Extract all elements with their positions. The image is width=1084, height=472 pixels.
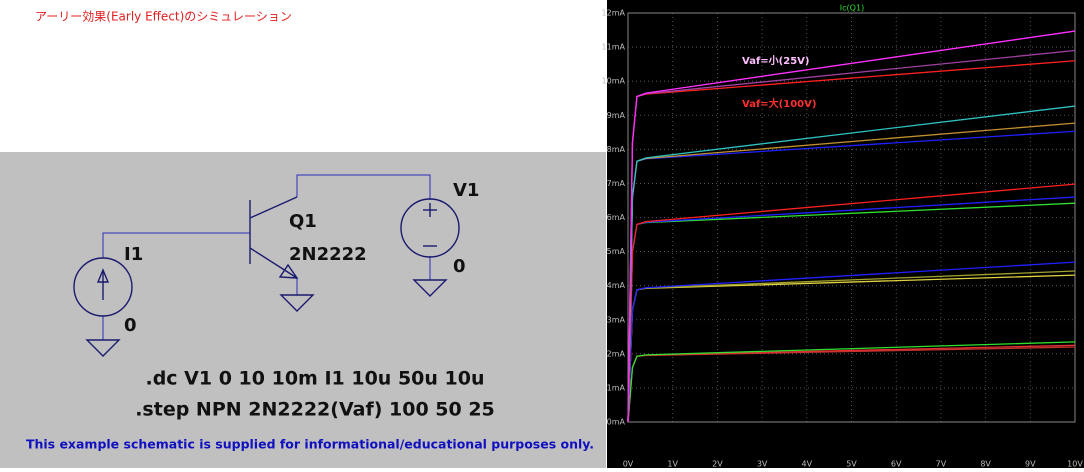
node-label: 0 [453, 256, 466, 277]
ground [279, 294, 315, 312]
voltage-source [400, 198, 460, 258]
plot-background [607, 0, 1084, 468]
plot-title: Ic(Q1) [840, 4, 864, 13]
annotation: Vaf=大(100V) [742, 97, 816, 110]
y-tick-label: 8mA [607, 145, 626, 154]
y-tick-label: 5mA [607, 247, 626, 256]
emitter-arrow [278, 263, 299, 279]
page-title: アーリー効果(Early Effect)のシミュレーション [35, 9, 292, 24]
curve [627, 183, 1076, 423]
x-tick-label: 6V [891, 460, 902, 469]
y-tick-label: 7mA [607, 179, 626, 188]
spice-directive: .step NPN 2N2222(Vaf) 100 50 25 [135, 399, 495, 421]
component-name: Q1 [289, 211, 317, 232]
x-tick-label: 7V [936, 460, 947, 469]
y-tick-label: 0mA [607, 418, 626, 427]
footer-note: This example schematic is supplied for i… [26, 437, 594, 452]
y-tick-label: 6mA [607, 213, 626, 222]
transistor-collector [249, 196, 298, 219]
ground [412, 279, 448, 297]
curve [627, 261, 1076, 423]
current-arrow-head [96, 268, 110, 283]
x-tick-label: 5V [846, 460, 857, 469]
y-tick-label: 1mA [607, 383, 626, 392]
x-tick-label: 4V [802, 460, 813, 469]
component-model: 2N2222 [289, 244, 367, 265]
x-tick-label: 8V [980, 460, 991, 469]
y-tick-label: 4mA [607, 281, 626, 290]
x-tick-label: 3V [757, 460, 768, 469]
y-tick-label: 11mA [602, 43, 626, 52]
y-tick-label: 12mA [602, 9, 626, 18]
transistor-emitter [249, 247, 298, 279]
y-tick-label: 10mA [602, 77, 626, 86]
component-name: V1 [453, 180, 479, 201]
current-source [73, 257, 133, 317]
curve [627, 30, 1076, 423]
x-tick-label: 10V [1067, 460, 1083, 469]
ground [85, 339, 121, 357]
y-tick-label: 9mA [607, 111, 626, 120]
curve [627, 341, 1076, 423]
node-label: 0 [124, 315, 137, 336]
y-tick-label: 2mA [607, 349, 626, 358]
x-tick-label: 9V [1025, 460, 1036, 469]
base-wire [102, 232, 250, 258]
component-name: I1 [124, 244, 143, 265]
collector-wire [296, 174, 431, 200]
spice-directive: .dc V1 0 10 10m I1 10u 50u 10u [145, 368, 484, 390]
x-tick-label: 2V [712, 460, 723, 469]
annotation: Vaf=小(25V) [742, 54, 809, 67]
plot-frame [627, 12, 1076, 423]
x-tick-label: 0V [623, 460, 634, 469]
schematic-background [0, 152, 606, 468]
plot: 0mA 1mA 2mA 3mA 4mA 5mA 6mA 7mA 8mA 9mA 10mA 11mA 12… [602, 9, 1084, 469]
y-tick-label: 3mA [607, 315, 626, 324]
x-tick-label: 1V [667, 460, 678, 469]
